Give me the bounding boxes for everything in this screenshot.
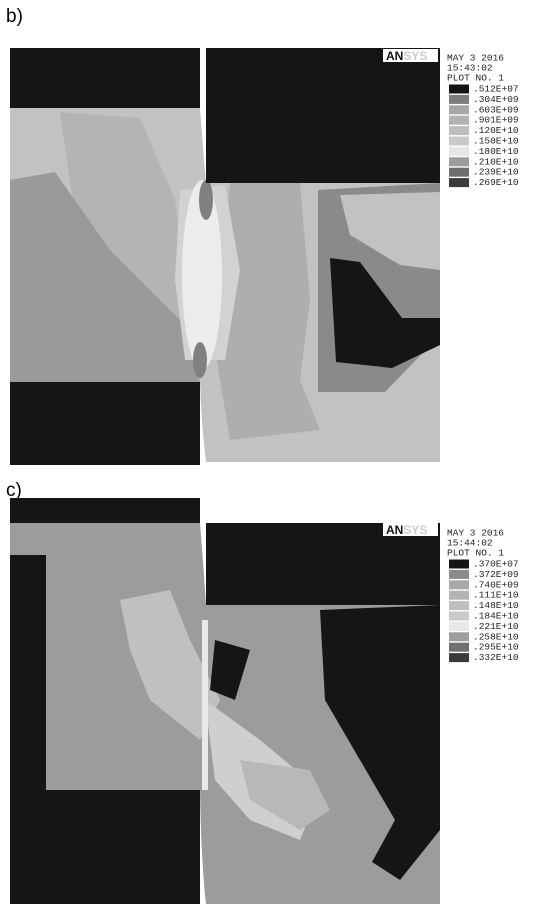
contour-region xyxy=(199,180,213,220)
panel-label: b) xyxy=(6,6,23,27)
contour-region xyxy=(10,790,200,904)
legend-label: .901E+09 xyxy=(473,115,519,126)
legend-swatch xyxy=(449,560,469,569)
legend-swatch xyxy=(449,157,469,166)
legend-swatch xyxy=(449,168,469,177)
legend-swatch xyxy=(449,622,469,631)
plot-number: PLOT NO. 1 xyxy=(447,73,504,84)
contour-region xyxy=(206,48,440,183)
legend-label: .603E+09 xyxy=(473,104,519,115)
legend-label: .184E+10 xyxy=(473,611,519,622)
logo-main: AN xyxy=(386,49,403,63)
legend-swatch xyxy=(449,116,469,125)
legend-swatch xyxy=(449,643,469,652)
legend-label: .740E+09 xyxy=(473,579,519,590)
contour-region xyxy=(10,498,200,523)
legend-label: .120E+10 xyxy=(473,125,519,136)
legend-swatch xyxy=(449,147,469,156)
logo: ANSYS xyxy=(386,523,427,537)
legend-swatch xyxy=(449,105,469,114)
legend-label: .239E+10 xyxy=(473,167,519,178)
legend-label: .370E+07 xyxy=(473,559,519,570)
contour-region xyxy=(10,48,200,108)
legend-label: .269E+10 xyxy=(473,177,519,188)
legend-label: .332E+10 xyxy=(473,652,519,663)
logo-faint: SYS xyxy=(403,523,427,537)
contour-region xyxy=(10,555,46,790)
legend-label: .150E+10 xyxy=(473,136,519,147)
legend-label: .148E+10 xyxy=(473,600,519,611)
legend-swatch xyxy=(449,85,469,94)
legend-label: .295E+10 xyxy=(473,642,519,653)
legend-swatch xyxy=(449,570,469,579)
legend-label: .210E+10 xyxy=(473,156,519,167)
legend-swatch xyxy=(449,612,469,621)
logo: ANSYS xyxy=(386,49,427,63)
legend-swatch xyxy=(449,601,469,610)
legend-swatch xyxy=(449,95,469,104)
legend-swatch xyxy=(449,137,469,146)
legend-swatch xyxy=(449,178,469,187)
legend-label: .180E+10 xyxy=(473,146,519,157)
logo-faint: SYS xyxy=(403,49,427,63)
legend-swatch xyxy=(449,632,469,641)
legend-label: .512E+07 xyxy=(473,84,519,95)
plot-number: PLOT NO. 1 xyxy=(447,548,504,559)
legend-label: .304E+09 xyxy=(473,94,519,105)
legend-swatch xyxy=(449,591,469,600)
panel-label: c) xyxy=(6,480,22,501)
legend-swatch xyxy=(449,126,469,135)
contour-region xyxy=(193,342,207,378)
contour-region xyxy=(10,382,200,465)
legend-label: .111E+10 xyxy=(473,590,519,601)
legend-label: .221E+10 xyxy=(473,621,519,632)
legend-label: .372E+09 xyxy=(473,569,519,580)
legend-label: .258E+10 xyxy=(473,631,519,642)
logo-main: AN xyxy=(386,523,403,537)
contour-region xyxy=(202,620,208,790)
legend-swatch xyxy=(449,653,469,662)
figure: b)ANSYSMAY 3 201615:43:02PLOT NO. 1.512E… xyxy=(0,0,536,904)
legend-swatch xyxy=(449,580,469,589)
